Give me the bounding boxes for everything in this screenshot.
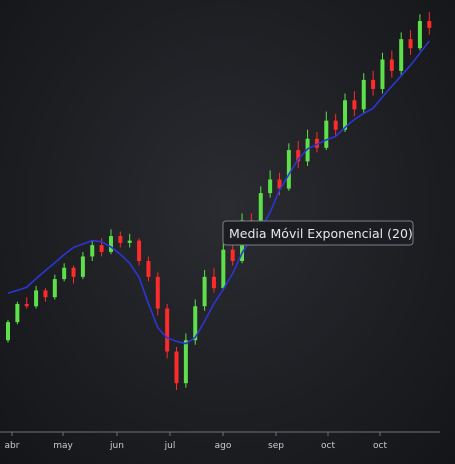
candle-body <box>427 21 432 28</box>
candle-body <box>99 245 104 252</box>
candle-body <box>71 267 76 277</box>
candle-body <box>333 120 338 130</box>
candle-body <box>380 59 385 89</box>
candle-body <box>146 260 151 277</box>
candle-body <box>174 351 179 384</box>
candle-body <box>361 79 366 110</box>
candle-body <box>127 240 132 243</box>
candle-body <box>389 59 394 71</box>
candle-body <box>24 303 29 307</box>
candle-body <box>314 138 319 148</box>
candle-body <box>165 308 170 352</box>
x-tick-label: abr <box>5 441 20 451</box>
candle-body <box>258 193 263 230</box>
candle-body <box>352 100 357 110</box>
candle-body <box>211 276 216 289</box>
candle-body <box>417 21 422 49</box>
x-tick-label: jun <box>109 441 124 451</box>
candle-body <box>324 120 329 148</box>
x-tick-label: oct <box>373 441 387 451</box>
ema-20-line <box>7 40 430 345</box>
tooltip-box <box>222 220 414 246</box>
x-tick-label: jul <box>164 441 176 451</box>
x-tick-label: may <box>53 441 73 451</box>
candle-body <box>43 290 48 298</box>
tooltip-text: Media Móvil Exponencial (20) <box>229 226 413 241</box>
x-tick-label: sep <box>268 441 284 451</box>
candle-body <box>399 39 404 71</box>
candle-body <box>118 236 123 243</box>
candle-body <box>137 240 142 261</box>
candle-body <box>183 340 188 384</box>
candle-body <box>408 39 413 49</box>
candle-body <box>277 179 282 189</box>
x-tick-label: oct <box>321 441 335 451</box>
candle-body <box>221 249 226 289</box>
candle-body <box>230 249 235 261</box>
candle-body <box>193 306 198 341</box>
candle-body <box>371 79 376 89</box>
candle-body <box>90 245 95 257</box>
candle-body <box>62 267 67 280</box>
candle-body <box>80 256 85 277</box>
candle-body <box>34 290 39 307</box>
candle-body <box>202 276 207 307</box>
candle-body <box>343 100 348 130</box>
candle-body <box>108 236 113 252</box>
candle-body <box>6 322 10 341</box>
candle-body <box>268 179 273 194</box>
candle-body <box>15 303 20 323</box>
x-tick-label: ago <box>215 441 232 451</box>
candle-body <box>296 150 301 162</box>
candle-body <box>286 150 291 189</box>
candle-body <box>155 276 160 309</box>
candle-body <box>52 279 57 298</box>
